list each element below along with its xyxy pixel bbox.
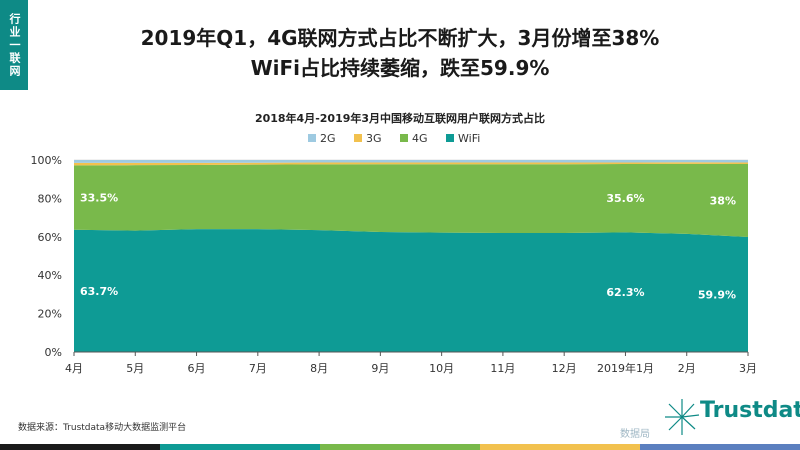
y-tick-label: 20% xyxy=(38,308,62,321)
x-tick-label: 2019年1月 xyxy=(597,361,654,375)
legend-swatch-4g xyxy=(400,134,408,142)
x-tick-label: 6月 xyxy=(188,362,206,375)
y-tick-label: 80% xyxy=(38,192,62,205)
area-chart: 0% 20% 40% 60% 80% 100% 4月 5月 6月 7月 8月 9月 10月 11月 12月 2… xyxy=(31,132,757,375)
y-tick-label: 40% xyxy=(38,269,62,282)
data-label: 59.9% xyxy=(698,288,736,301)
legend-swatch-2g xyxy=(308,134,316,142)
x-tick-label: 3月 xyxy=(739,362,757,375)
x-tick-label: 11月 xyxy=(490,362,515,375)
y-tick-label: 0% xyxy=(45,346,62,359)
headline-line-2: WiFi占比持续萎缩，跌至59.9% xyxy=(250,56,550,80)
legend-label: WiFi xyxy=(458,132,480,145)
x-tick-label: 4月 xyxy=(65,362,83,375)
x-tick-label: 7月 xyxy=(249,362,267,375)
data-label: 35.6% xyxy=(606,192,644,205)
headline-line-1: 2019年Q1，4G联网方式占比不断扩大，3月份增至38% xyxy=(140,26,660,50)
x-tick-label: 12月 xyxy=(552,362,577,375)
x-tick-label: 8月 xyxy=(310,362,328,375)
y-tick-label: 100% xyxy=(31,154,62,167)
legend-swatch-3g xyxy=(354,134,362,142)
x-tick-label: 5月 xyxy=(126,362,144,375)
legend-label: 4G xyxy=(412,132,428,145)
source-note: 数据来源：Trustdata移动大数据监测平台 xyxy=(18,423,187,433)
data-label: 62.3% xyxy=(606,286,644,299)
x-tick-label: 9月 xyxy=(371,362,389,375)
bottom-color-bar xyxy=(0,444,800,450)
legend-label: 2G xyxy=(320,132,336,145)
legend-label: 3G xyxy=(366,132,382,145)
area-3g xyxy=(74,162,748,166)
x-tick-label: 2月 xyxy=(678,362,696,375)
x-tick-label: 10月 xyxy=(429,362,454,375)
chart-title: 2018年4月-2019年3月中国移动互联网用户联网方式占比 xyxy=(254,112,546,125)
trustdata-logo-icon xyxy=(665,399,700,435)
area-4g xyxy=(74,163,748,237)
data-label: 38% xyxy=(710,195,736,208)
section-tag: 行业一联网 xyxy=(0,0,28,90)
legend-swatch-wifi xyxy=(446,134,454,142)
logo-text: Trustdata xyxy=(700,398,800,423)
watermark: 数据局 xyxy=(620,429,650,440)
area-wifi xyxy=(74,229,748,352)
data-label: 33.5% xyxy=(80,192,118,205)
data-label: 63.7% xyxy=(80,285,118,298)
area-2g xyxy=(74,160,748,163)
y-tick-label: 60% xyxy=(38,231,62,244)
